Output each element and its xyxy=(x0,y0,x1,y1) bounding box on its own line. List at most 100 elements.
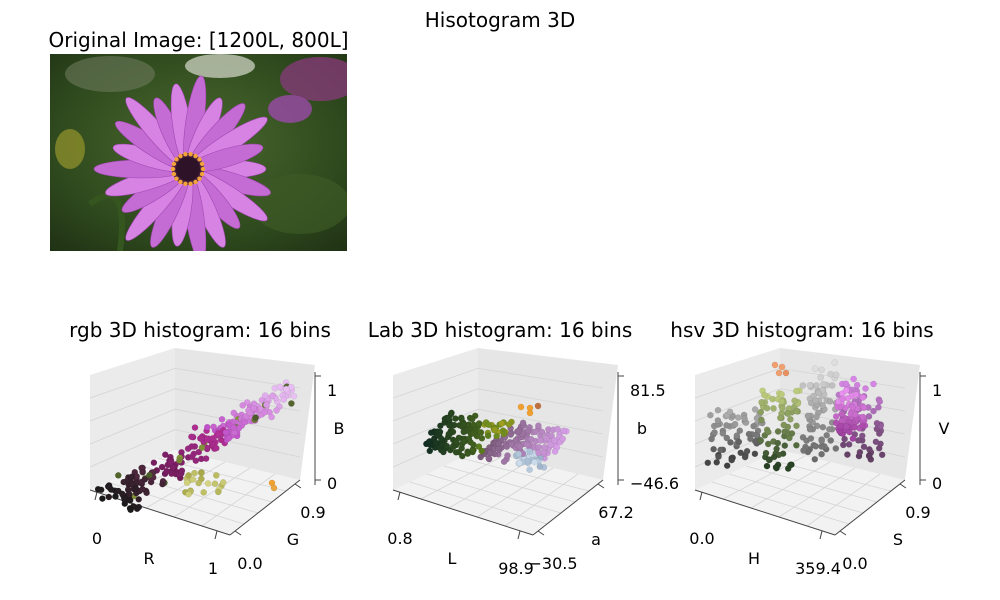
rgb-bin-point xyxy=(139,468,146,476)
grid-line xyxy=(426,473,562,514)
hsv-bin-point xyxy=(832,445,840,452)
lab-bin-point xyxy=(478,447,486,455)
rgb-bin-point xyxy=(250,404,257,412)
y-tick-label-max: 0.9 xyxy=(905,503,930,522)
rgb-bin-point xyxy=(195,448,203,456)
rgb-bin-point xyxy=(176,457,183,464)
stamen-dot xyxy=(174,157,179,162)
lab-bin-point xyxy=(470,430,477,437)
y-tick xyxy=(899,483,907,489)
lab-bin-point xyxy=(534,402,542,410)
lab-bin-point xyxy=(485,421,492,429)
rgb-bin-point xyxy=(132,484,140,492)
hsv-bin-point xyxy=(786,434,793,442)
rgb-bin-point xyxy=(128,473,136,480)
grid-line xyxy=(392,408,479,445)
hsv-bin-point xyxy=(751,406,759,413)
hsv-bin-point xyxy=(761,391,768,399)
x-axis-label: H xyxy=(748,549,760,568)
hsv-bin-point xyxy=(751,450,759,458)
hsv-bin-point xyxy=(839,441,847,449)
y-tick-label-max: 0.9 xyxy=(300,503,325,522)
y-axis-label: S xyxy=(893,530,903,549)
rgb-bin-point xyxy=(252,414,259,421)
rgb-bin-point xyxy=(276,383,284,391)
stamen-dot xyxy=(170,166,176,172)
hsv-bin-point xyxy=(818,450,825,458)
rgb-bin-point xyxy=(119,490,126,498)
hsv-bin-point xyxy=(832,371,840,379)
lab-bin-point xyxy=(526,448,534,455)
y-tick-label-min: 0.0 xyxy=(237,554,262,573)
rgb-bin-point xyxy=(239,402,246,409)
hsv-bin-point xyxy=(823,432,830,439)
rgb-bin-point xyxy=(129,480,136,488)
hsv-bin-point xyxy=(731,420,739,428)
flower-stamen xyxy=(170,152,206,186)
grid-line xyxy=(504,473,579,527)
lab-bin-point xyxy=(519,419,527,427)
hsv-bin-point xyxy=(825,426,833,433)
lab-bin-point xyxy=(458,415,465,423)
hsv-bin-point xyxy=(727,439,734,446)
x-tick xyxy=(214,530,218,540)
hsv-bin-point xyxy=(865,452,873,460)
lab-bin-point xyxy=(537,437,544,444)
rgb-bin-point xyxy=(120,478,128,486)
hsv-bin-point xyxy=(784,465,792,472)
lab-bin-point xyxy=(437,422,444,430)
hsv-bin-point xyxy=(735,438,743,446)
rgb-bin-point xyxy=(269,392,276,400)
lab-bin-point xyxy=(541,444,548,451)
rgb-bin-point xyxy=(230,424,237,431)
grid-line xyxy=(117,455,201,500)
rgb-bin-point xyxy=(150,459,158,466)
floor-pane xyxy=(393,450,603,535)
hsv-bin-point xyxy=(858,432,866,440)
x-tick xyxy=(819,530,823,540)
hsv-bin-point xyxy=(849,435,857,442)
lab-bin-point xyxy=(477,429,485,436)
hsv-bin-point xyxy=(842,380,850,388)
stamen-dot xyxy=(199,171,205,177)
rgb-bin-point xyxy=(212,444,220,452)
hsv-bin-point xyxy=(750,422,757,430)
hsv-bin-point xyxy=(851,411,859,418)
hsv-bin-point xyxy=(799,382,807,389)
x-tick-label-min: 0.8 xyxy=(387,529,412,548)
hsv-bin-point xyxy=(875,444,883,452)
lab-bin-point xyxy=(500,458,508,465)
grid-line xyxy=(89,368,176,399)
hsv-bin-point xyxy=(710,445,717,453)
rgb-bin-point xyxy=(135,503,143,511)
hsv-bin-point xyxy=(715,453,722,460)
lab-bin-point xyxy=(460,421,467,428)
lab-bin-point xyxy=(514,428,522,435)
x-tick-label-max: 98.9 xyxy=(498,559,534,578)
hsv-bin-point xyxy=(866,446,873,453)
lab-bin-point xyxy=(495,440,502,447)
lab-bin-point xyxy=(459,452,466,460)
rgb-bin-point xyxy=(141,476,149,483)
hsv-bin-point xyxy=(777,414,784,422)
hsv-bin-point xyxy=(757,437,765,444)
hsv-bin-point xyxy=(844,451,851,458)
rgb-bin-point xyxy=(112,493,119,500)
grid-line xyxy=(460,457,590,492)
x-axis-label: L xyxy=(448,549,457,568)
hsv-bin-point xyxy=(747,435,754,443)
x-axis-label: R xyxy=(143,549,154,568)
stamen-dot xyxy=(171,161,177,167)
rgb-bin-point xyxy=(198,444,206,451)
rgb-bin-point xyxy=(260,409,268,416)
lab-chart-title: Lab 3D histogram: 16 bins xyxy=(367,318,633,342)
x-axis-line xyxy=(392,489,534,536)
rgb-bin-point xyxy=(191,469,198,477)
hsv-bin-point xyxy=(771,361,779,369)
lab-bin-point xyxy=(426,447,434,455)
lab-bin-point xyxy=(427,429,435,436)
hsv-bin-point xyxy=(770,405,777,412)
y-axis-line xyxy=(532,479,604,536)
hsv-bin-point xyxy=(723,434,731,442)
